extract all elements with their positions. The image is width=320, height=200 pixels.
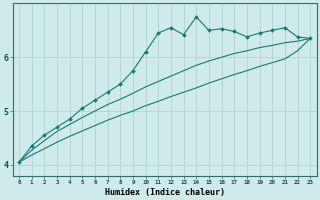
X-axis label: Humidex (Indice chaleur): Humidex (Indice chaleur) (105, 188, 225, 197)
